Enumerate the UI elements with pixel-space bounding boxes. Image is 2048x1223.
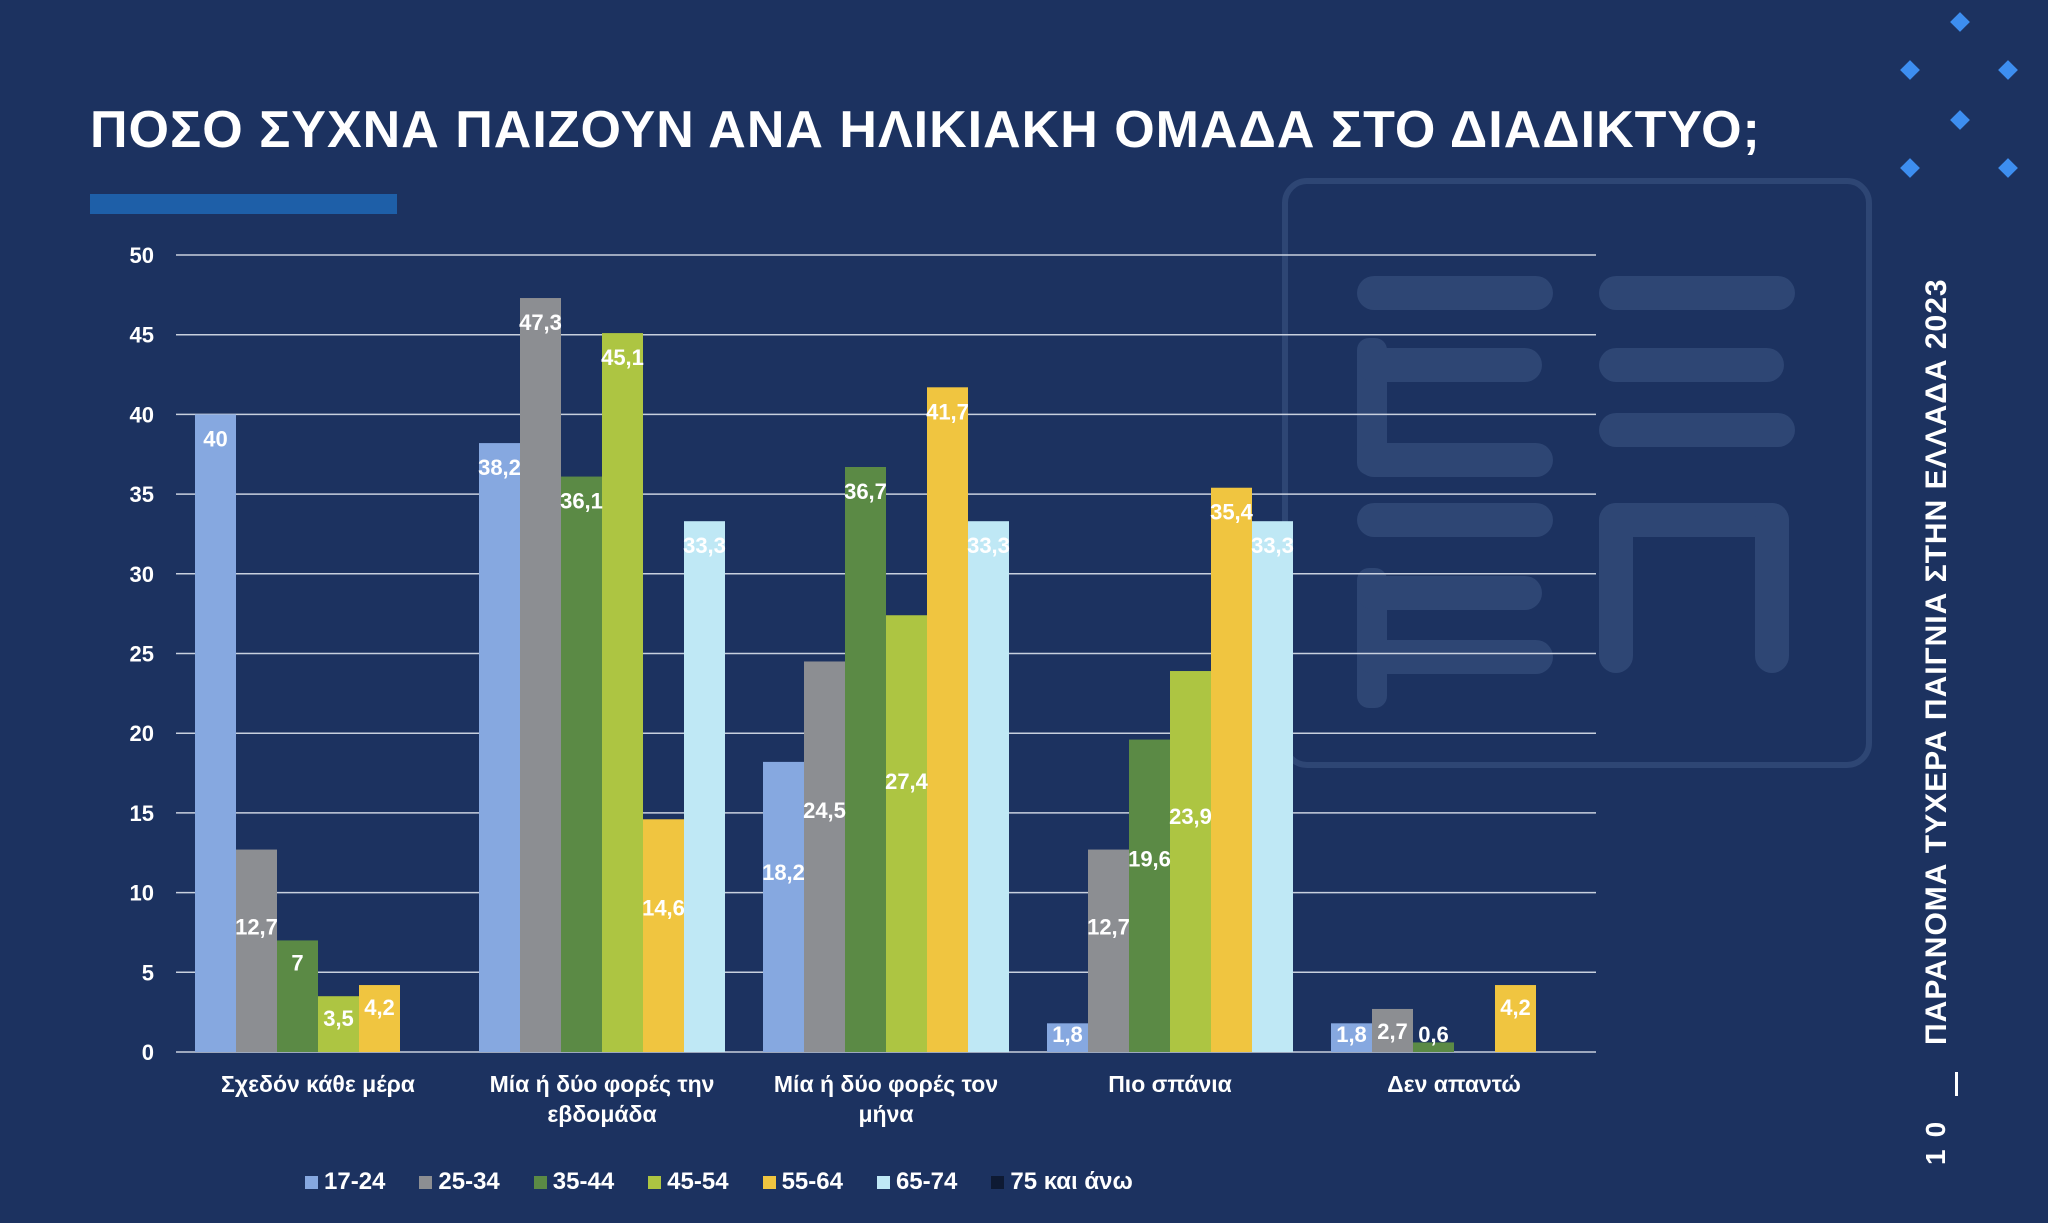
x-tick-label: Μία ή δύο φορές την: [490, 1071, 715, 1097]
y-tick-label: 35: [130, 482, 154, 507]
bar: [1129, 740, 1170, 1052]
y-tick-label: 30: [130, 562, 154, 587]
bar: [602, 333, 643, 1052]
bar: [236, 850, 277, 1052]
bar: [927, 387, 968, 1052]
y-tick-label: 50: [130, 243, 154, 268]
data-label: 7: [291, 950, 303, 975]
y-tick-label: 40: [130, 402, 154, 427]
data-label: 1,8: [1052, 1022, 1083, 1047]
bar: [804, 661, 845, 1052]
legend-item: 35-44: [534, 1168, 614, 1196]
legend-label: 45-54: [667, 1168, 728, 1196]
y-tick-label: 25: [130, 642, 154, 667]
data-label: 40: [203, 426, 227, 451]
bar: [1211, 488, 1252, 1052]
data-label: 14,6: [642, 896, 685, 921]
legend-item: 17-24: [305, 1168, 385, 1196]
y-tick-label: 15: [130, 801, 154, 826]
x-tick-label: Μία ή δύο φορές τον: [774, 1071, 998, 1097]
legend-swatch: [648, 1176, 661, 1189]
bar: [643, 819, 684, 1052]
data-label: 33,3: [967, 533, 1010, 558]
legend-item: 25-34: [419, 1168, 499, 1196]
data-label: 3,5: [323, 1006, 354, 1031]
data-label: 19,6: [1128, 846, 1171, 871]
bar: [561, 477, 602, 1052]
y-tick-label: 5: [142, 960, 154, 985]
x-tick-label: εβδομάδα: [547, 1101, 656, 1127]
bar: [479, 443, 520, 1052]
legend-item: 55-64: [763, 1168, 843, 1196]
legend-item: 45-54: [648, 1168, 728, 1196]
data-label: 0,6: [1418, 1022, 1449, 1047]
bar: [1088, 850, 1129, 1052]
legend-label: 75 και άνω: [1010, 1168, 1132, 1196]
bar: [968, 521, 1009, 1052]
legend-swatch: [305, 1176, 318, 1189]
data-label: 35,4: [1210, 500, 1254, 525]
data-label: 36,7: [844, 479, 887, 504]
legend-label: 65-74: [896, 1168, 957, 1196]
y-tick-label: 10: [130, 881, 154, 906]
legend-swatch: [419, 1176, 432, 1189]
bar: [520, 298, 561, 1052]
x-tick-label: Σχεδόν κάθε μέρα: [221, 1071, 415, 1097]
data-label: 33,3: [1251, 533, 1294, 558]
legend-swatch: [877, 1176, 890, 1189]
data-label: 4,2: [1500, 995, 1531, 1020]
bar: [684, 521, 725, 1052]
y-tick-label: 20: [130, 721, 154, 746]
legend-label: 35-44: [553, 1168, 614, 1196]
data-label: 23,9: [1169, 804, 1212, 829]
legend-label: 17-24: [324, 1168, 385, 1196]
legend-item: 65-74: [877, 1168, 957, 1196]
data-label: 2,7: [1377, 1019, 1408, 1044]
bar: [845, 467, 886, 1052]
x-tick-label: Πιο σπάνια: [1108, 1071, 1232, 1097]
side-divider: [1955, 1072, 1958, 1096]
legend-swatch: [991, 1176, 1004, 1189]
y-tick-label: 0: [142, 1040, 154, 1065]
data-label: 47,3: [519, 310, 562, 335]
bar: [195, 414, 236, 1052]
chart-legend: 17-24 25-34 35-44 45-54 55-64 65-74 75 και άνω: [305, 1168, 1167, 1196]
legend-item: 75 και άνω: [991, 1168, 1132, 1196]
bar: [886, 615, 927, 1052]
bar: [1252, 521, 1293, 1052]
data-label: 38,2: [478, 455, 521, 480]
x-tick-label: μήνα: [858, 1101, 913, 1127]
bar-chart: 0 5 10 15 20 25 30 35 40 45 50 Σχεδόν κάθε μέρα Μία …: [0, 0, 2048, 1223]
data-label: 12,7: [1087, 914, 1130, 939]
data-label: 27,4: [885, 769, 929, 794]
data-label: 1,8: [1336, 1022, 1367, 1047]
data-label: 45,1: [601, 345, 644, 370]
bar: [763, 762, 804, 1052]
legend-swatch: [763, 1176, 776, 1189]
data-label: 24,5: [803, 798, 846, 823]
data-label: 33,3: [683, 533, 726, 558]
data-label: 36,1: [560, 489, 603, 514]
side-title: ΠΑΡΑΝΟΜΑ ΤΥΧΕΡΑ ΠΑΙΓΝΙΑ ΣΤΗΝ ΕΛΛΑΔΑ 2023: [1920, 278, 1954, 1045]
data-label: 4,2: [364, 995, 395, 1020]
x-tick-label: Δεν απαντώ: [1387, 1071, 1521, 1097]
page-number: 10: [1920, 1110, 1952, 1165]
data-label: 18,2: [762, 860, 805, 885]
legend-label: 25-34: [438, 1168, 499, 1196]
legend-label: 55-64: [782, 1168, 843, 1196]
data-label: 41,7: [926, 399, 969, 424]
legend-swatch: [534, 1176, 547, 1189]
bar: [1170, 671, 1211, 1052]
y-tick-label: 45: [130, 323, 154, 348]
data-label: 12,7: [235, 914, 278, 939]
